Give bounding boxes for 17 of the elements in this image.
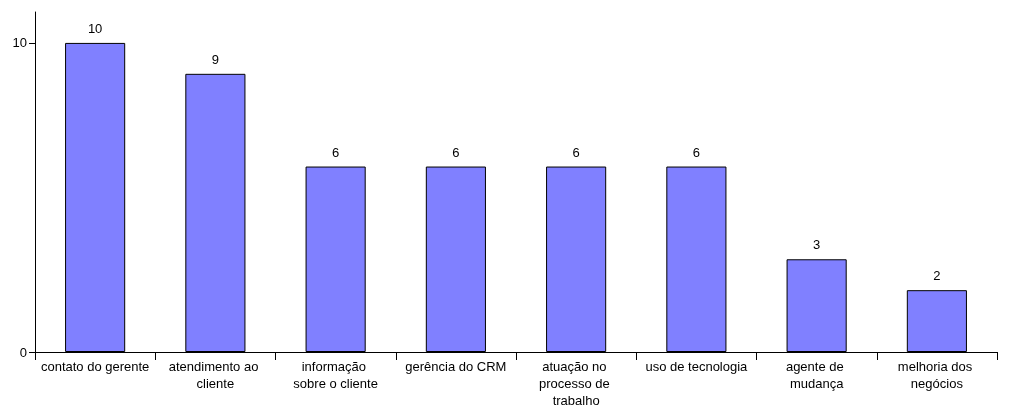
x-tick-label: atuação no processo de trabalho — [538, 359, 614, 408]
data-label: 6 — [452, 144, 460, 160]
x-tick-label: agente de mudança — [785, 359, 848, 391]
y-tick-label: 0 — [19, 344, 27, 360]
x-tick-label: gerência do CRM — [405, 359, 507, 374]
data-label: 6 — [572, 144, 580, 160]
data-label: 2 — [933, 268, 941, 284]
data-label: 6 — [692, 144, 700, 160]
x-tick-label: contato do gerente — [40, 359, 150, 374]
data-label: 10 — [87, 20, 103, 36]
data-label: 9 — [211, 51, 219, 67]
data-label: 3 — [813, 237, 821, 253]
x-tick-label: melhoria dos negócios — [897, 359, 976, 391]
x-tick-label: uso de tecnologia — [645, 359, 749, 374]
x-tick-label: atendimento ao cliente — [168, 359, 262, 391]
data-label: 6 — [332, 144, 340, 160]
x-tick-label: informação sobre o cliente — [293, 359, 378, 391]
